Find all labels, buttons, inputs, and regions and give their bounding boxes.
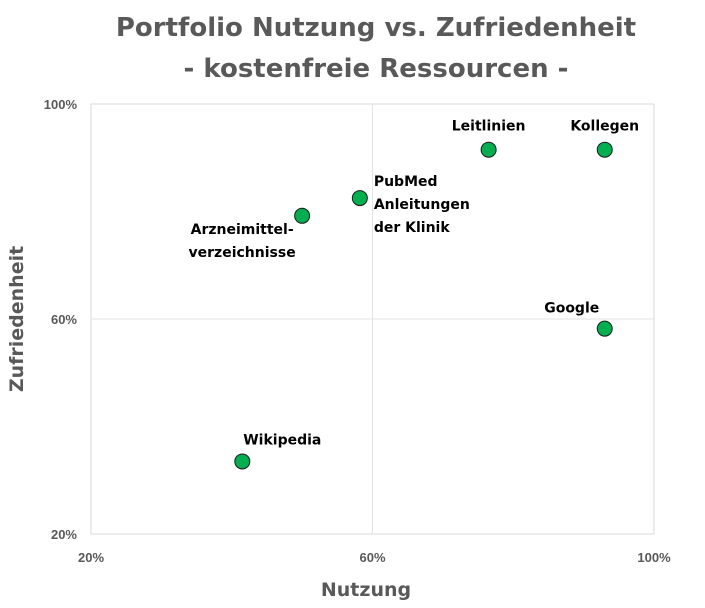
x-tick-label: 60%	[359, 550, 385, 565]
data-label: Arzneimittel-verzeichnisse	[189, 222, 296, 261]
data-point	[480, 141, 497, 158]
data-label-line: Kollegen	[570, 119, 639, 135]
x-tick-label: 100%	[637, 550, 671, 565]
data-point	[596, 141, 613, 158]
tick-labels: 20% 60% 100% 20% 60% 100%	[44, 97, 671, 565]
x-tick-label: 20%	[78, 550, 104, 565]
data-label: Leitlinien	[452, 119, 526, 135]
data-label-line: Arzneimittel-	[191, 222, 294, 238]
data-label: PubMed Anleitungen der Klinik	[374, 174, 470, 236]
y-tick-label: 100%	[44, 97, 78, 112]
data-point	[596, 320, 613, 337]
y-tick-label: 20%	[51, 527, 77, 542]
chart-title-line-1: Portfolio Nutzung vs. Zufriedenheit	[116, 13, 636, 43]
x-axis-title: Nutzung	[321, 579, 411, 601]
data-label-line: Google	[544, 301, 599, 317]
y-axis-title: Zufriedenheit	[6, 246, 28, 392]
data-label: Kollegen	[570, 119, 639, 135]
data-label-line: PubMed	[374, 174, 438, 190]
data-label-line: Anleitungen	[374, 197, 470, 213]
data-label-line: der Klinik	[374, 220, 451, 236]
data-label-line: verzeichnisse	[189, 245, 296, 261]
data-label: Wikipedia	[243, 432, 321, 448]
y-tick-label: 60%	[51, 312, 77, 327]
data-label-line: Leitlinien	[452, 119, 526, 135]
data-label-line: Wikipedia	[243, 432, 321, 448]
data-labels: Leitlinien Kollegen PubMed Anleitungen der K…	[189, 119, 640, 449]
data-label: Google	[544, 301, 599, 317]
data-point	[234, 453, 251, 470]
data-points	[234, 141, 613, 470]
data-point	[351, 190, 368, 207]
gridlines	[91, 104, 654, 534]
chart-title-line-2: - kostenfreie Ressourcen -	[184, 54, 569, 84]
data-point	[294, 207, 311, 224]
